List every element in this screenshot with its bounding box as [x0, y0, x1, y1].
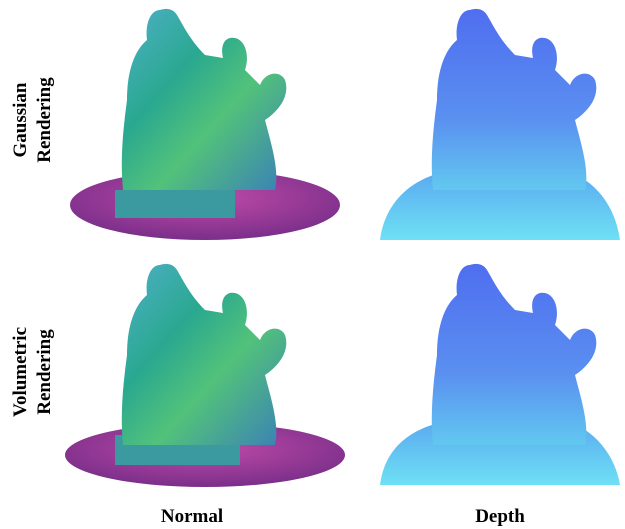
column-label: Normal: [161, 506, 223, 527]
depth-volumetric: [380, 264, 620, 485]
normal-gaussian: [70, 9, 340, 240]
row-label: Rendering: [34, 329, 55, 415]
figure: Gaussian Rendering Volumetric Rendering …: [0, 0, 625, 529]
column-label: Depth: [475, 506, 525, 527]
row-label: Rendering: [34, 77, 55, 163]
normal-volumetric: [65, 264, 345, 487]
depth-gaussian: [380, 9, 620, 240]
row-label: Gaussian: [10, 82, 31, 157]
row-label: Volumetric: [10, 327, 31, 417]
